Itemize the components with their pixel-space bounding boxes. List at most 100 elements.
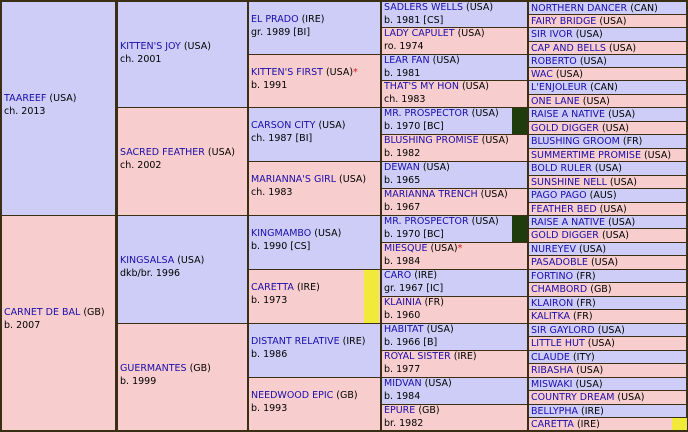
horse-info: b. 1960	[384, 309, 421, 321]
horse-info: b. 1984	[384, 255, 421, 267]
horse-country: (FR)	[421, 297, 444, 308]
horse-name-link[interactable]: CHAMBORD	[531, 284, 588, 295]
horse-name-link[interactable]: ROYAL SISTER	[384, 351, 451, 362]
horse-name-link[interactable]: CAP AND BELLS	[531, 43, 606, 54]
horse-country: (USA)	[468, 108, 499, 119]
horse-name-link[interactable]: PASADOBLE	[531, 257, 588, 268]
horse-country: (USA)	[640, 150, 672, 161]
horse-name-link[interactable]: ONE LANE	[531, 96, 580, 107]
horse-name-link[interactable]: KLAIRON	[531, 298, 574, 309]
gen4-horse-cell: ROYAL SISTER (IRE) b. 1977	[382, 351, 527, 377]
horse-name-link[interactable]: BLUSHING PROMISE	[384, 135, 479, 146]
horse-name-link[interactable]: FEATHER BED	[531, 204, 597, 215]
horse-name-link[interactable]: SIR IVOR	[531, 29, 573, 40]
horse-info: b. 1965	[384, 174, 421, 186]
horse-name-link[interactable]: MISWAKI	[531, 379, 573, 390]
horse-name-link[interactable]: NEEDWOOD EPIC	[251, 390, 334, 401]
horse-info: b. 1990 [CS]	[251, 240, 311, 252]
horse-info: b. 1977	[384, 363, 421, 375]
horse-name-link[interactable]: SIR GAYLORD	[531, 325, 595, 336]
gen2-horse-cell: SACRED FEATHER (USA) ch. 2002	[118, 108, 247, 215]
horse-country: (FR)	[573, 271, 596, 282]
gen3-horse-cell: EL PRADO (IRE) gr. 1989 [BI]	[249, 2, 380, 54]
horse-name-link[interactable]: LEAR FAN	[384, 55, 430, 66]
gen5-horse-cell: PASADOBLE (USA)	[529, 256, 686, 269]
gen3-horse-cell: MARIANNA'S GIRL (USA) ch. 1983	[249, 162, 380, 215]
horse-name-link[interactable]: THAT'S MY HON	[384, 81, 459, 92]
horse-name-link[interactable]: GUERMANTES	[120, 363, 187, 374]
horse-name-link[interactable]: BOLD RULER	[531, 163, 592, 174]
horse-name-link[interactable]: BELLYPHA	[531, 406, 579, 417]
horse-name-link[interactable]: MIESQUE	[384, 243, 428, 254]
horse-name-link[interactable]: FORTINO	[531, 271, 574, 282]
horse-name-link[interactable]: KINGSALSA	[120, 255, 175, 266]
horse-name-link[interactable]: GOLD DIGGER	[531, 230, 599, 241]
horse-name-link[interactable]: NORTHERN DANCER	[531, 3, 628, 14]
inbreeding-marker	[512, 108, 527, 134]
horse-info: b. 1967	[384, 201, 421, 213]
horse-name-link[interactable]: MR. PROSPECTOR	[384, 108, 469, 119]
horse-info: b. 1984	[384, 390, 421, 402]
horse-name-link[interactable]: DISTANT RELATIVE	[251, 336, 340, 347]
horse-info: b. 1970 [BC]	[384, 120, 444, 132]
horse-name-link[interactable]: MIDVAN	[384, 378, 422, 389]
gen5-horse-cell: MISWAKI (USA)	[529, 378, 686, 390]
horse-country: (USA)	[579, 96, 610, 107]
horse-name-link[interactable]: DEWAN	[384, 162, 420, 173]
horse-name-link[interactable]: CARETTA	[251, 282, 294, 293]
horse-country: (USA)	[174, 255, 205, 266]
horse-name-link[interactable]: LITTLE HUT	[531, 338, 585, 349]
horse-name-link[interactable]: MR. PROSPECTOR	[384, 216, 469, 227]
horse-name-link[interactable]: COUNTRY DREAM	[531, 392, 615, 403]
horse-name-link[interactable]: CARNET DE BAL	[4, 307, 81, 318]
horse-name-link[interactable]: KLAINIA	[384, 297, 422, 308]
horse-name-link[interactable]: WAC	[531, 69, 553, 80]
horse-country: (USA)	[605, 109, 636, 120]
horse-name-link[interactable]: SADLERS WELLS	[384, 2, 463, 13]
horse-name-link[interactable]: RIBASHA	[531, 365, 574, 376]
horse-name-link[interactable]: EPURE	[384, 405, 416, 416]
horse-name-link[interactable]: NUREYEV	[531, 244, 576, 255]
horse-name-link[interactable]: LADY CAPULET	[384, 28, 455, 39]
horse-name-link[interactable]: RAISE A NATIVE	[531, 109, 606, 120]
horse-name-link[interactable]: MARIANNA'S GIRL	[251, 174, 337, 185]
horse-country: (USA)	[462, 2, 494, 13]
horse-name-link[interactable]: EL PRADO	[251, 14, 299, 25]
horse-name-link[interactable]: PAGO PAGO	[531, 190, 587, 201]
horse-name-link[interactable]: KITTEN'S JOY	[120, 41, 181, 52]
horse-name-link[interactable]: CLAUDE	[531, 352, 570, 363]
horse-name-link[interactable]: CARSON CITY	[251, 120, 316, 131]
gen5-horse-cell: CLAUDE (ITY)	[529, 351, 686, 363]
horse-name-link[interactable]: TAAREEF	[4, 93, 47, 104]
gen5-horse-cell: NUREYEV (USA)	[529, 243, 686, 255]
gen5-horse-cell: SUMMERTIME PROMISE (USA)	[529, 149, 686, 161]
horse-name-link[interactable]: L'ENJOLEUR	[531, 82, 588, 93]
gen4-horse-cell: MR. PROSPECTOR (USA) b. 1970 [BC]	[382, 108, 527, 134]
horse-name-link[interactable]: KALITKA	[531, 311, 571, 322]
horse-name-link[interactable]: MARIANNA TRENCH	[384, 189, 478, 200]
gen3-horse-cell: DISTANT RELATIVE (IRE) b. 1986	[249, 324, 380, 377]
horse-country: (USA)	[311, 228, 342, 239]
horse-name-link[interactable]: SUNSHINE NELL	[531, 177, 607, 188]
horse-name-link[interactable]: FAIRY BRIDGE	[531, 16, 597, 27]
horse-country: (USA)	[322, 67, 354, 78]
horse-name-link[interactable]: SACRED FEATHER	[120, 147, 205, 158]
horse-name-link[interactable]: SUMMERTIME PROMISE	[531, 150, 641, 161]
gen4-horse-cell: HABITAT (USA) b. 1966 [B]	[382, 324, 527, 350]
horse-name-link[interactable]: KITTEN'S FIRST	[251, 67, 323, 78]
horse-name-link[interactable]: BLUSHING GROOM	[531, 136, 620, 147]
horse-country: (GB)	[587, 284, 612, 295]
horse-name-link[interactable]: RAISE A NATIVE	[531, 217, 606, 228]
horse-name-link[interactable]: GOLD DIGGER	[531, 123, 599, 134]
horse-name-link[interactable]: KINGMAMBO	[251, 228, 312, 239]
gen5-horse-cell: KLAIRON (FR)	[529, 297, 686, 309]
horse-country: (USA)	[598, 123, 630, 134]
gen5-horse-cell: NORTHERN DANCER (CAN)	[529, 2, 686, 14]
gen5-horse-cell: ROBERTO (USA)	[529, 55, 686, 67]
horse-name-link[interactable]: CARO	[384, 270, 412, 281]
horse-name-link[interactable]: CARETTA	[531, 419, 574, 430]
star-mark: *	[457, 243, 463, 254]
horse-country: (USA)	[572, 379, 603, 390]
horse-name-link[interactable]: HABITAT	[384, 324, 424, 335]
horse-name-link[interactable]: ROBERTO	[531, 56, 577, 67]
